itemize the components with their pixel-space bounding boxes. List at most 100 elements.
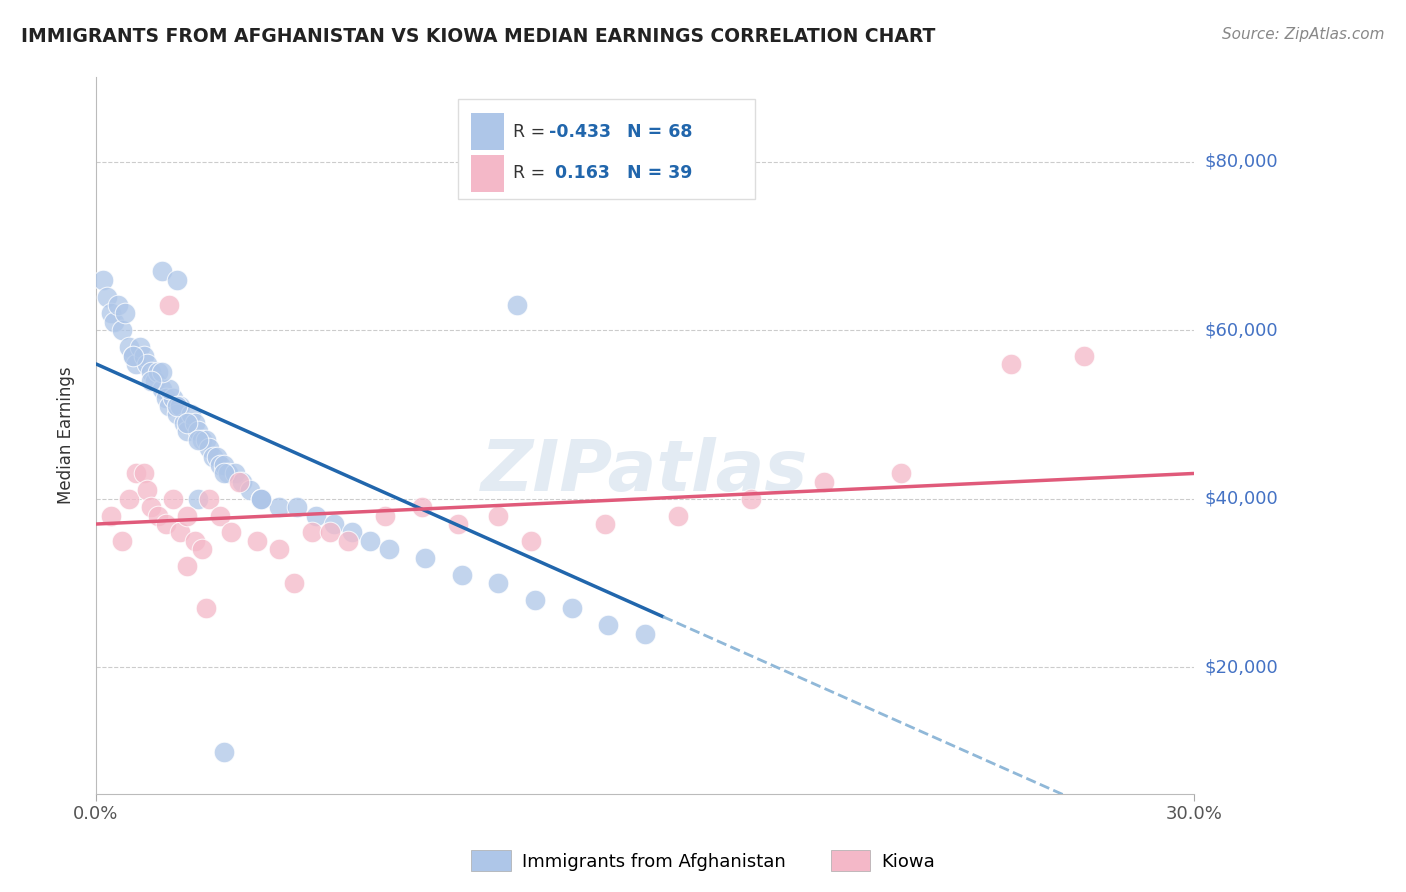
Point — [322, 516, 344, 531]
Point — [598, 618, 620, 632]
Point — [451, 567, 474, 582]
Point — [118, 491, 141, 506]
FancyBboxPatch shape — [471, 155, 505, 192]
Text: R =: R = — [513, 164, 551, 183]
Point — [157, 298, 180, 312]
Point — [524, 592, 547, 607]
Text: R =: R = — [513, 123, 551, 141]
Point — [166, 273, 188, 287]
Point — [176, 425, 198, 439]
Point — [488, 576, 510, 591]
Point — [283, 576, 305, 591]
Point — [114, 306, 136, 320]
Point — [506, 298, 529, 312]
Point — [359, 533, 381, 548]
Point — [129, 340, 152, 354]
Point — [666, 508, 689, 523]
Point — [890, 467, 912, 481]
Point — [205, 450, 228, 464]
Point — [100, 306, 122, 320]
Point — [301, 525, 323, 540]
Point — [634, 626, 657, 640]
Point — [96, 289, 118, 303]
Point — [209, 508, 232, 523]
Point — [246, 533, 269, 548]
Text: N = 39: N = 39 — [616, 164, 693, 183]
Point — [121, 349, 143, 363]
Point — [593, 516, 616, 531]
Point — [100, 508, 122, 523]
Point — [91, 273, 114, 287]
Point — [169, 399, 191, 413]
Point — [187, 491, 209, 506]
Point — [162, 391, 184, 405]
Point — [267, 542, 290, 557]
Point — [337, 533, 360, 548]
Point — [1000, 357, 1022, 371]
Text: $20,000: $20,000 — [1205, 658, 1278, 676]
Point — [180, 408, 202, 422]
Point — [191, 433, 214, 447]
Text: $40,000: $40,000 — [1205, 490, 1278, 508]
Point — [488, 508, 510, 523]
Point — [184, 416, 207, 430]
Point — [239, 483, 262, 498]
Point — [224, 467, 246, 481]
Point — [228, 475, 250, 489]
Point — [447, 516, 470, 531]
Point — [139, 365, 162, 379]
Point — [176, 508, 198, 523]
Point — [121, 349, 143, 363]
Point — [520, 533, 543, 548]
Point — [198, 441, 221, 455]
Point — [194, 433, 217, 447]
Point — [377, 542, 399, 557]
Point — [157, 399, 180, 413]
Point — [139, 500, 162, 515]
Point — [249, 491, 271, 506]
Point — [187, 425, 209, 439]
Point — [148, 508, 170, 523]
Y-axis label: Median Earnings: Median Earnings — [58, 367, 75, 504]
Point — [169, 525, 191, 540]
Point — [813, 475, 835, 489]
Point — [143, 374, 166, 388]
Text: -0.433: -0.433 — [550, 123, 612, 141]
Point — [340, 525, 363, 540]
Point — [132, 467, 155, 481]
Point — [319, 525, 342, 540]
Point — [166, 399, 188, 413]
Point — [209, 458, 232, 472]
Point — [139, 374, 162, 388]
Point — [267, 500, 290, 515]
Point — [202, 450, 225, 464]
Point — [150, 382, 173, 396]
Point — [249, 491, 271, 506]
Text: $80,000: $80,000 — [1205, 153, 1278, 170]
Point — [111, 533, 134, 548]
Point — [118, 340, 141, 354]
Point — [136, 483, 159, 498]
Point — [150, 264, 173, 278]
Point — [184, 533, 207, 548]
Point — [125, 467, 148, 481]
Point — [191, 542, 214, 557]
Point — [148, 365, 170, 379]
Point — [285, 500, 308, 515]
Text: Source: ZipAtlas.com: Source: ZipAtlas.com — [1222, 27, 1385, 42]
Point — [157, 382, 180, 396]
Point — [411, 500, 433, 515]
Point — [155, 391, 177, 405]
Text: N = 68: N = 68 — [616, 123, 693, 141]
Point — [1073, 349, 1095, 363]
Point — [740, 491, 762, 506]
Point — [212, 467, 235, 481]
Point — [150, 365, 173, 379]
Point — [107, 298, 129, 312]
Point — [249, 491, 271, 506]
Point — [176, 416, 198, 430]
Text: 0.163: 0.163 — [550, 164, 610, 183]
Text: IMMIGRANTS FROM AFGHANISTAN VS KIOWA MEDIAN EARNINGS CORRELATION CHART: IMMIGRANTS FROM AFGHANISTAN VS KIOWA MED… — [21, 27, 935, 45]
Point — [413, 550, 436, 565]
Point — [374, 508, 396, 523]
